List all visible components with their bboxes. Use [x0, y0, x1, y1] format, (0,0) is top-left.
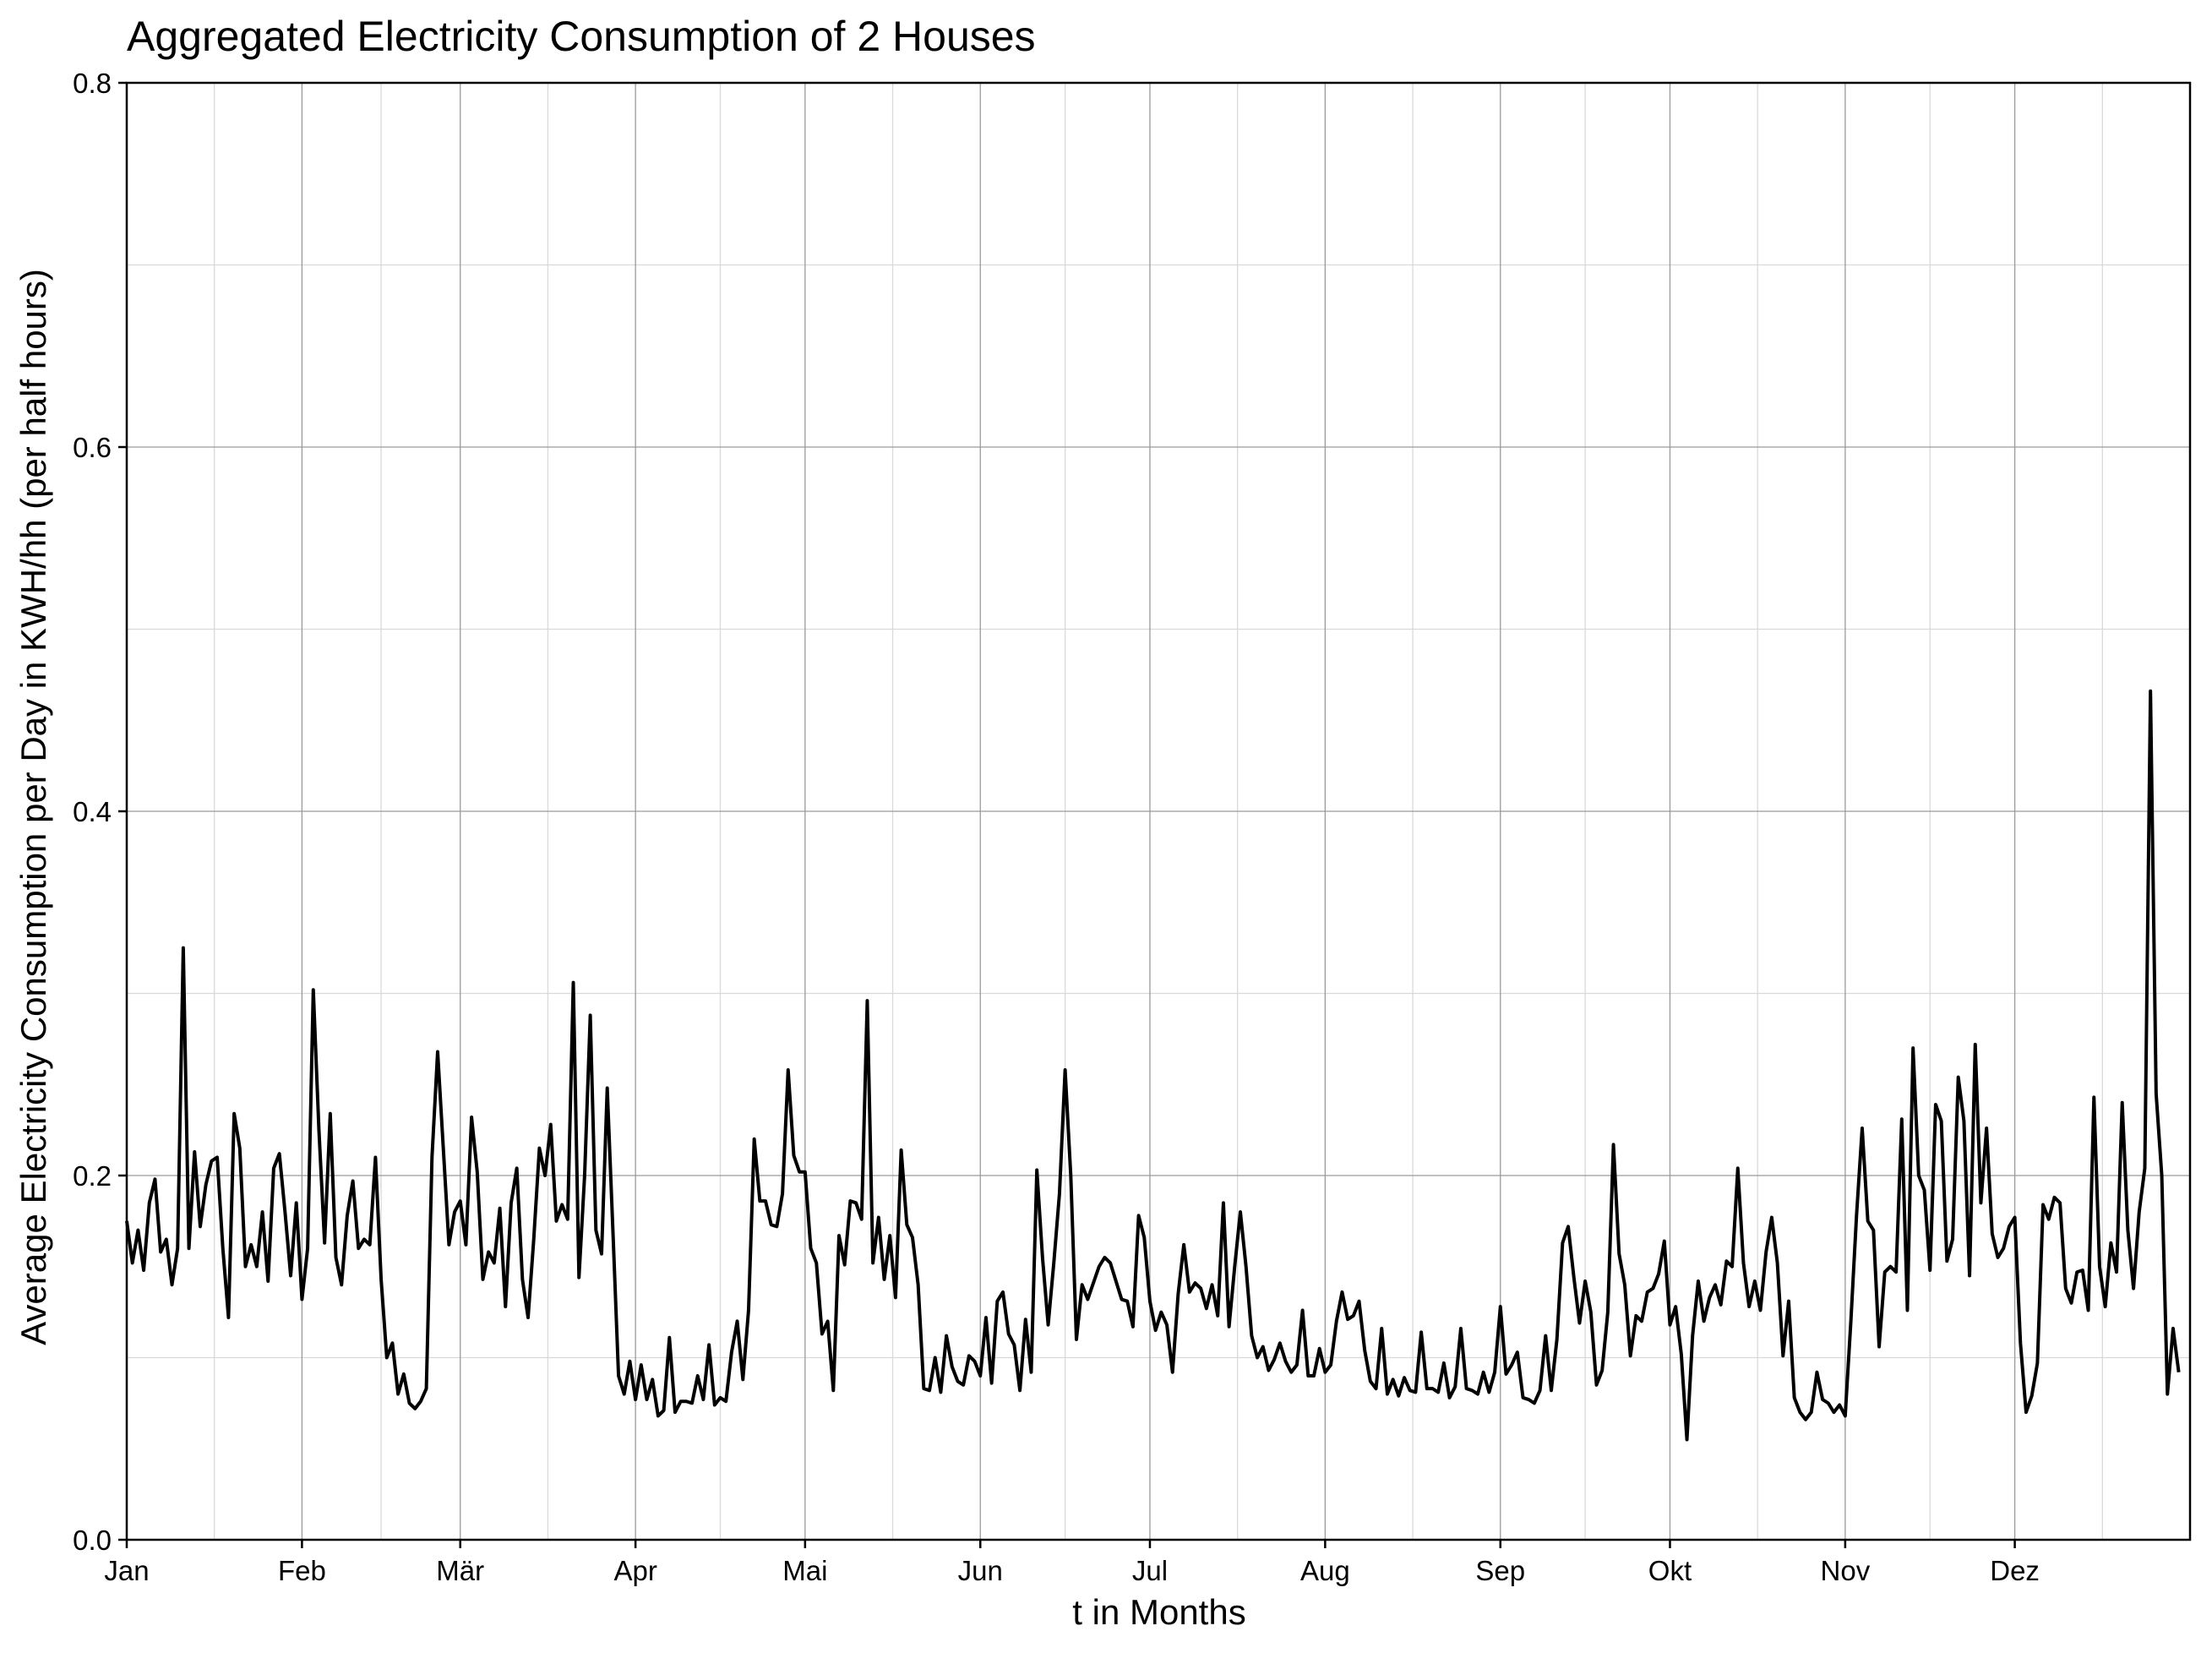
- axis-layer: 0.0 0.2 0.4 0.6 0.8 Jan Feb Mär Apr Mai Jun Jul Aug S…: [73, 68, 2192, 1586]
- x-tick-label: Nov: [1821, 1555, 1871, 1586]
- x-tick-label: Jun: [958, 1555, 1003, 1586]
- x-tick-label: Aug: [1300, 1555, 1350, 1586]
- x-tick-label: Dez: [1990, 1555, 2040, 1586]
- series-line-0: [125, 689, 2181, 1442]
- x-axis-label: t in Months: [1072, 1592, 1245, 1632]
- y-tick-label: 0.6: [73, 432, 112, 463]
- x-tick-label: Okt: [1648, 1555, 1692, 1586]
- chart-title: Aggregated Electricity Consumption of 2 …: [127, 13, 1036, 60]
- y-tick-label: 0.0: [73, 1525, 112, 1556]
- x-tick-label: Jan: [104, 1555, 149, 1586]
- y-tick-label: 0.8: [73, 68, 112, 99]
- x-tick-label: Sep: [1475, 1555, 1525, 1586]
- series-layer: [125, 689, 2181, 1442]
- x-tick-label: Jul: [1132, 1555, 1168, 1586]
- y-tick-label: 0.2: [73, 1160, 112, 1192]
- x-tick-label: Apr: [613, 1555, 657, 1586]
- x-tick-label: Feb: [278, 1555, 326, 1586]
- x-tick-label: Mai: [782, 1555, 827, 1586]
- y-axis-label: Average Electricity Consumption per Day …: [14, 269, 53, 1345]
- x-tick-label: Mär: [436, 1555, 484, 1586]
- y-tick-label: 0.4: [73, 796, 112, 827]
